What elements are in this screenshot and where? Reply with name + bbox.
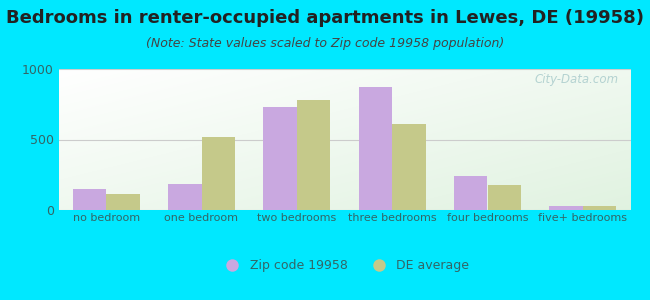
Legend: Zip code 19958, DE average: Zip code 19958, DE average — [214, 254, 474, 277]
Bar — [106, 194, 140, 210]
Bar — [297, 100, 330, 210]
Bar — [454, 176, 488, 210]
Bar — [549, 206, 583, 210]
Bar — [202, 137, 235, 210]
Text: City-Data.com: City-Data.com — [535, 73, 619, 86]
Bar — [73, 189, 106, 210]
Bar — [583, 206, 616, 210]
Bar — [488, 185, 521, 210]
Bar — [359, 87, 392, 210]
Bar — [263, 107, 297, 210]
Bar — [168, 184, 202, 210]
Bar — [392, 124, 426, 210]
Text: Bedrooms in renter-occupied apartments in Lewes, DE (19958): Bedrooms in renter-occupied apartments i… — [6, 9, 644, 27]
Text: (Note: State values scaled to Zip code 19958 population): (Note: State values scaled to Zip code 1… — [146, 38, 504, 50]
